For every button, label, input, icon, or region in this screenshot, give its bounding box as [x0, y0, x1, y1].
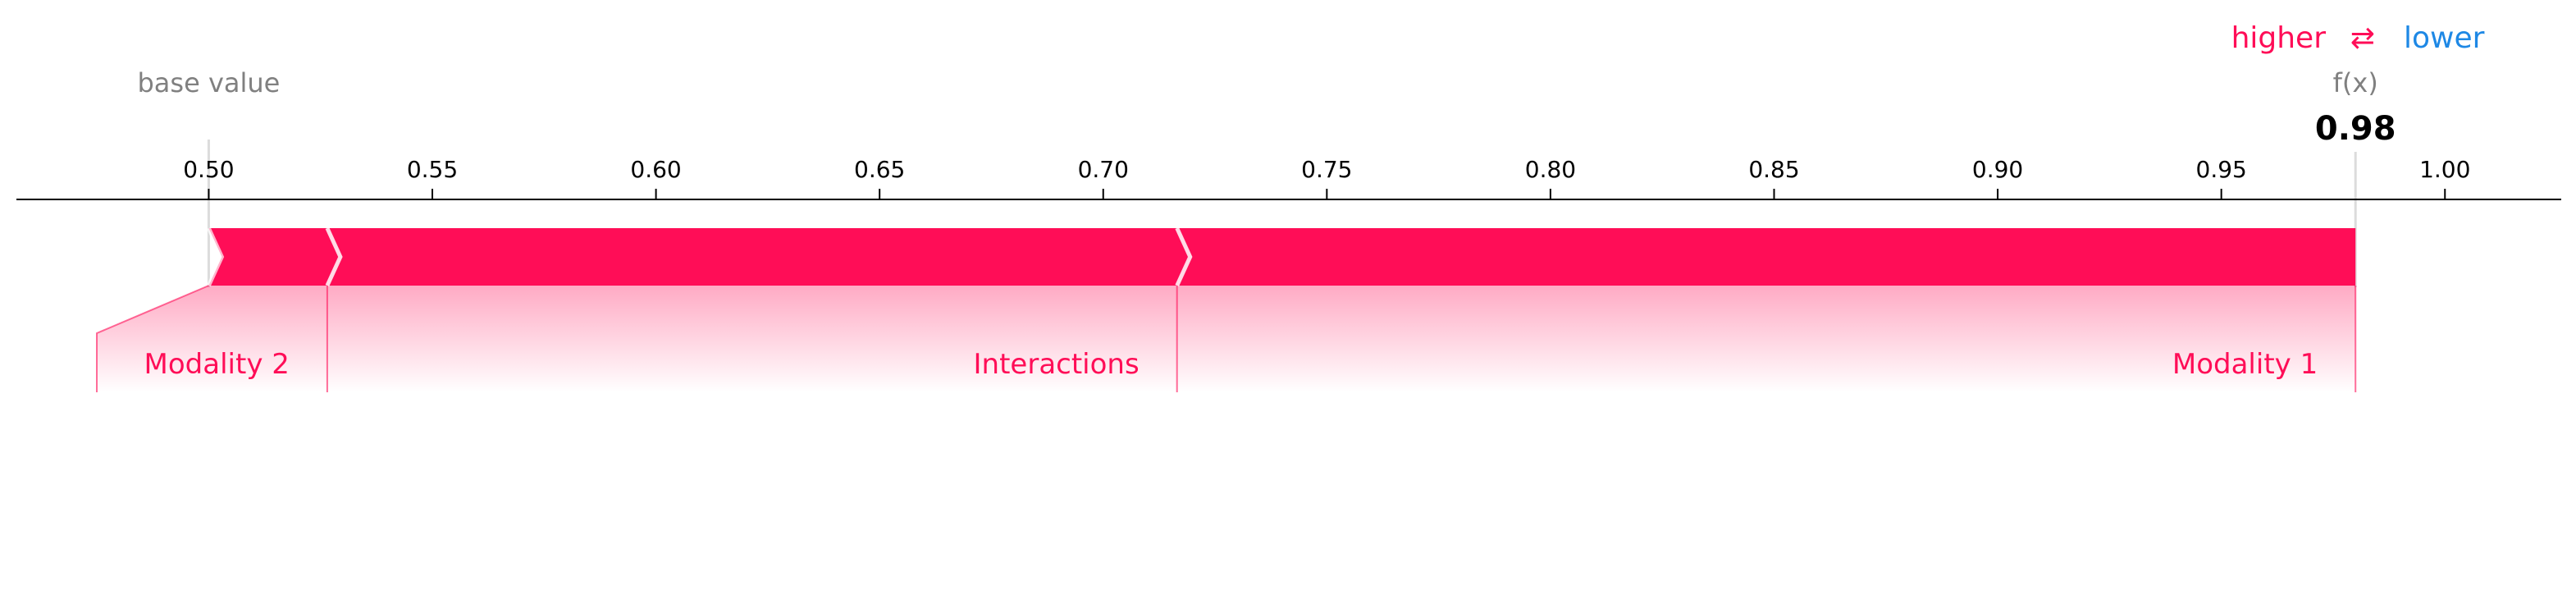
base-value-label: base value [137, 67, 280, 98]
feature-bars [207, 227, 2356, 287]
legend-lower: lower [2404, 21, 2485, 55]
x-axis-ticks: 0.50 0.55 0.60 0.65 0.70 0.75 0.80 0.85 0.90 0.95… [183, 156, 2470, 199]
feature-bar-segment [208, 228, 340, 286]
x-tick-label: 0.70 [1078, 156, 1129, 183]
x-tick-label: 0.90 [1972, 156, 2023, 183]
feature-connectors [96, 285, 2357, 392]
output-value: 0.98 [2315, 110, 2396, 148]
feature-fade-area [97, 286, 2356, 392]
x-tick-label: 0.55 [407, 156, 458, 183]
feature-label: Interactions [974, 348, 1140, 381]
feature-labels: Modality 2 Interactions Modality 1 [144, 348, 2318, 381]
x-tick-label: 0.75 [1301, 156, 1352, 183]
feature-separator [1175, 227, 1193, 287]
x-tick-label: 0.95 [2196, 156, 2247, 183]
feature-bar-segment [1176, 228, 2356, 286]
x-tick-label: 0.65 [854, 156, 905, 183]
x-tick-label: 0.80 [1525, 156, 1576, 183]
feature-separator [325, 227, 343, 287]
legend-arrow-icon: ⇄ [2350, 21, 2375, 55]
x-tick-label: 1.00 [2419, 156, 2470, 183]
feature-connector [96, 285, 209, 392]
feature-label: Modality 1 [2172, 348, 2318, 381]
legend-higher: higher [2231, 21, 2327, 55]
output-label: f(x) [2333, 67, 2378, 98]
x-tick-label: 0.60 [630, 156, 681, 183]
feature-separator [207, 227, 225, 287]
fade-gradient [97, 286, 2356, 392]
feature-bar-segment [327, 228, 1190, 286]
x-tick-label: 0.50 [183, 156, 234, 183]
feature-label: Modality 2 [144, 348, 290, 381]
x-tick-label: 0.85 [1748, 156, 1799, 183]
